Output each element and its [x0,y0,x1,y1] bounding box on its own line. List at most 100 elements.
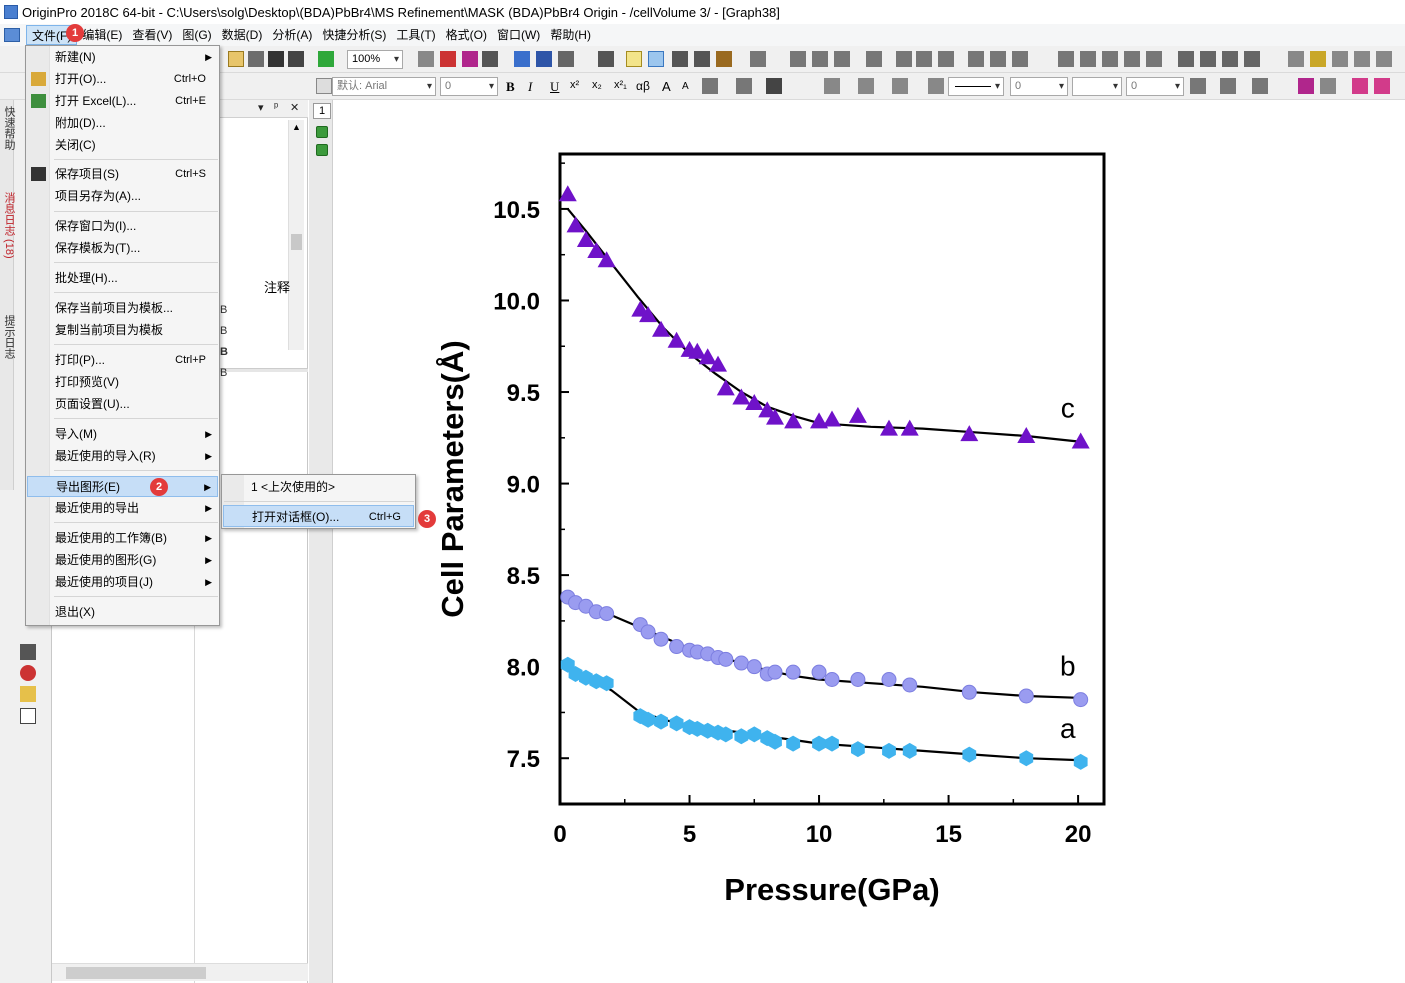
arrange-icon[interactable] [1374,78,1390,94]
subscript-button[interactable]: x₂ [592,79,602,91]
align-icon[interactable] [702,78,718,94]
menu-quick-analysis[interactable]: 快捷分析(S) [322,28,387,42]
menu-item-recent-exports[interactable]: 最近使用的导出 ▶ [27,498,218,519]
set-z-icon[interactable] [1102,51,1118,67]
set-error-icon[interactable] [1124,51,1140,67]
menu-data[interactable]: 数据(D) [221,28,263,42]
column-plot-icon[interactable] [896,51,912,67]
project-explorer-icon[interactable] [626,51,642,67]
list-item[interactable]: B [220,367,228,379]
menu-item-import[interactable]: 导入(M) ▶ [27,424,218,445]
save-icon[interactable] [268,51,284,67]
new-layout-icon[interactable] [482,51,498,67]
next-page-icon[interactable] [1222,51,1238,67]
list-item[interactable]: B [220,346,228,358]
hierarchy-icon[interactable] [598,51,614,67]
first-page-icon[interactable] [1178,51,1194,67]
lock-icon[interactable] [316,144,328,156]
menu-graph[interactable]: 图(G) [182,28,212,42]
tool-1-icon[interactable] [1288,51,1304,67]
filter-icon[interactable] [968,51,984,67]
tool-2-icon[interactable] [1310,51,1326,67]
brightness-icon[interactable] [928,78,944,94]
message-log-tab[interactable]: 消息日志 (18) [3,192,15,259]
menu-item-print-preview[interactable]: 打印预览(V) [27,372,218,393]
annotation-icon[interactable] [20,686,36,702]
prev-page-icon[interactable] [1200,51,1216,67]
explorer-hscrollbar[interactable] [52,963,308,981]
pin-dropdown-icon[interactable]: ▾ [258,102,264,114]
underline-button[interactable]: U [550,79,560,94]
close-icon[interactable]: ✕ [290,102,300,114]
line-plot-icon[interactable] [938,51,954,67]
set-x-icon[interactable] [1058,51,1074,67]
greek-button[interactable]: αβ [636,79,650,93]
list-item[interactable]: B [220,325,228,337]
layer-1-button[interactable]: 1 [313,103,331,119]
lock-icon[interactable] [316,126,328,138]
save-project-icon[interactable] [248,51,264,67]
fill-color-icon[interactable] [824,78,840,94]
merge-icon[interactable] [1298,78,1314,94]
add-column-icon[interactable] [750,51,766,67]
menu-item-recent-imports[interactable]: 最近使用的导入(R) ▶ [27,446,218,467]
menu-item-append[interactable]: 附加(D)... [27,113,218,134]
set-none-icon[interactable] [1146,51,1162,67]
menu-item-batch[interactable]: 批处理(H)... [27,268,218,289]
menu-item-recent-books[interactable]: 最近使用的工作簿(B) ▶ [27,528,218,549]
new-graph-icon[interactable] [440,51,456,67]
stats-icon[interactable] [866,51,882,67]
zoom-dropdown[interactable]: 100% [347,50,403,69]
list-item[interactable]: B [220,304,228,316]
menu-item-new[interactable]: 新建(N) ▶ [27,47,218,68]
distribute-icon[interactable] [1352,78,1368,94]
menu-item-save-as-template[interactable]: 保存当前项目为模板... [27,298,218,319]
bars-icon[interactable] [736,78,752,94]
menu-item-close[interactable]: 关闭(C) [27,135,218,156]
hatch-icon[interactable] [1190,78,1206,94]
notes-icon[interactable] [514,51,530,67]
line-style-dropdown[interactable] [948,77,1004,96]
bar-plot-icon[interactable] [916,51,932,67]
menu-help[interactable]: 帮助(H) [550,28,591,42]
menu-format[interactable]: 格式(O) [445,28,487,42]
sort-desc-icon[interactable] [834,51,850,67]
border-icon[interactable] [1220,78,1236,94]
menu-item-copy-as-template[interactable]: 复制当前项目为模板 [27,320,218,341]
menu-item-save-template-as[interactable]: 保存模板为(T)... [27,238,218,259]
hint-log-tab[interactable]: 提示日志 [3,315,15,359]
save-template-icon[interactable] [288,51,304,67]
menu-item-save-project-as[interactable]: 项目另存为(A)... [27,186,218,207]
apps-icon[interactable] [716,51,732,67]
menu-view[interactable]: 查看(V) [132,28,173,42]
new-matrix-icon[interactable] [462,51,478,67]
quick-help-tab[interactable]: 快速帮助 [3,106,15,150]
superscript-button[interactable]: x² [570,79,580,91]
explorer-scrollbar[interactable]: ▲ [288,120,304,350]
menu-item-page-setup[interactable]: 页面设置(U)... [27,394,218,415]
refresh-icon[interactable] [318,51,334,67]
scroll-up-icon[interactable]: ▲ [292,122,301,132]
tool-3-icon[interactable] [1332,51,1348,67]
results-log-icon[interactable] [648,51,664,67]
supsub-button[interactable]: x²₁ [614,79,627,91]
worksheet-icon[interactable] [536,51,552,67]
decrease-font-button[interactable]: A [682,81,689,92]
unmerge-icon[interactable] [1320,78,1336,94]
symbol-size-dropdown[interactable]: 0 [1126,77,1184,96]
italic-button[interactable]: I [528,79,533,94]
filter-clear-icon[interactable] [990,51,1006,67]
filter-options-icon[interactable] [1012,51,1028,67]
code-builder-icon[interactable] [694,51,710,67]
font-size-dropdown[interactable]: 0 [440,77,498,96]
menu-edit[interactable]: 编辑(E) [82,28,123,42]
menu-item-export-graphs[interactable]: 导出图形(E) ▶ [27,476,218,497]
font-dropdown[interactable]: 默认: Arial [332,77,436,96]
data-reader-icon[interactable] [20,644,36,660]
table-icon[interactable] [20,708,36,724]
text-tool-icon[interactable] [316,78,332,94]
grid-icon[interactable] [1252,78,1268,94]
pin-icon[interactable]: ᵖ [274,101,279,113]
menu-item-save-project[interactable]: 保存项目(S) Ctrl+S [27,164,218,185]
menu-item-recent-graphs[interactable]: 最近使用的图形(G) ▶ [27,550,218,571]
